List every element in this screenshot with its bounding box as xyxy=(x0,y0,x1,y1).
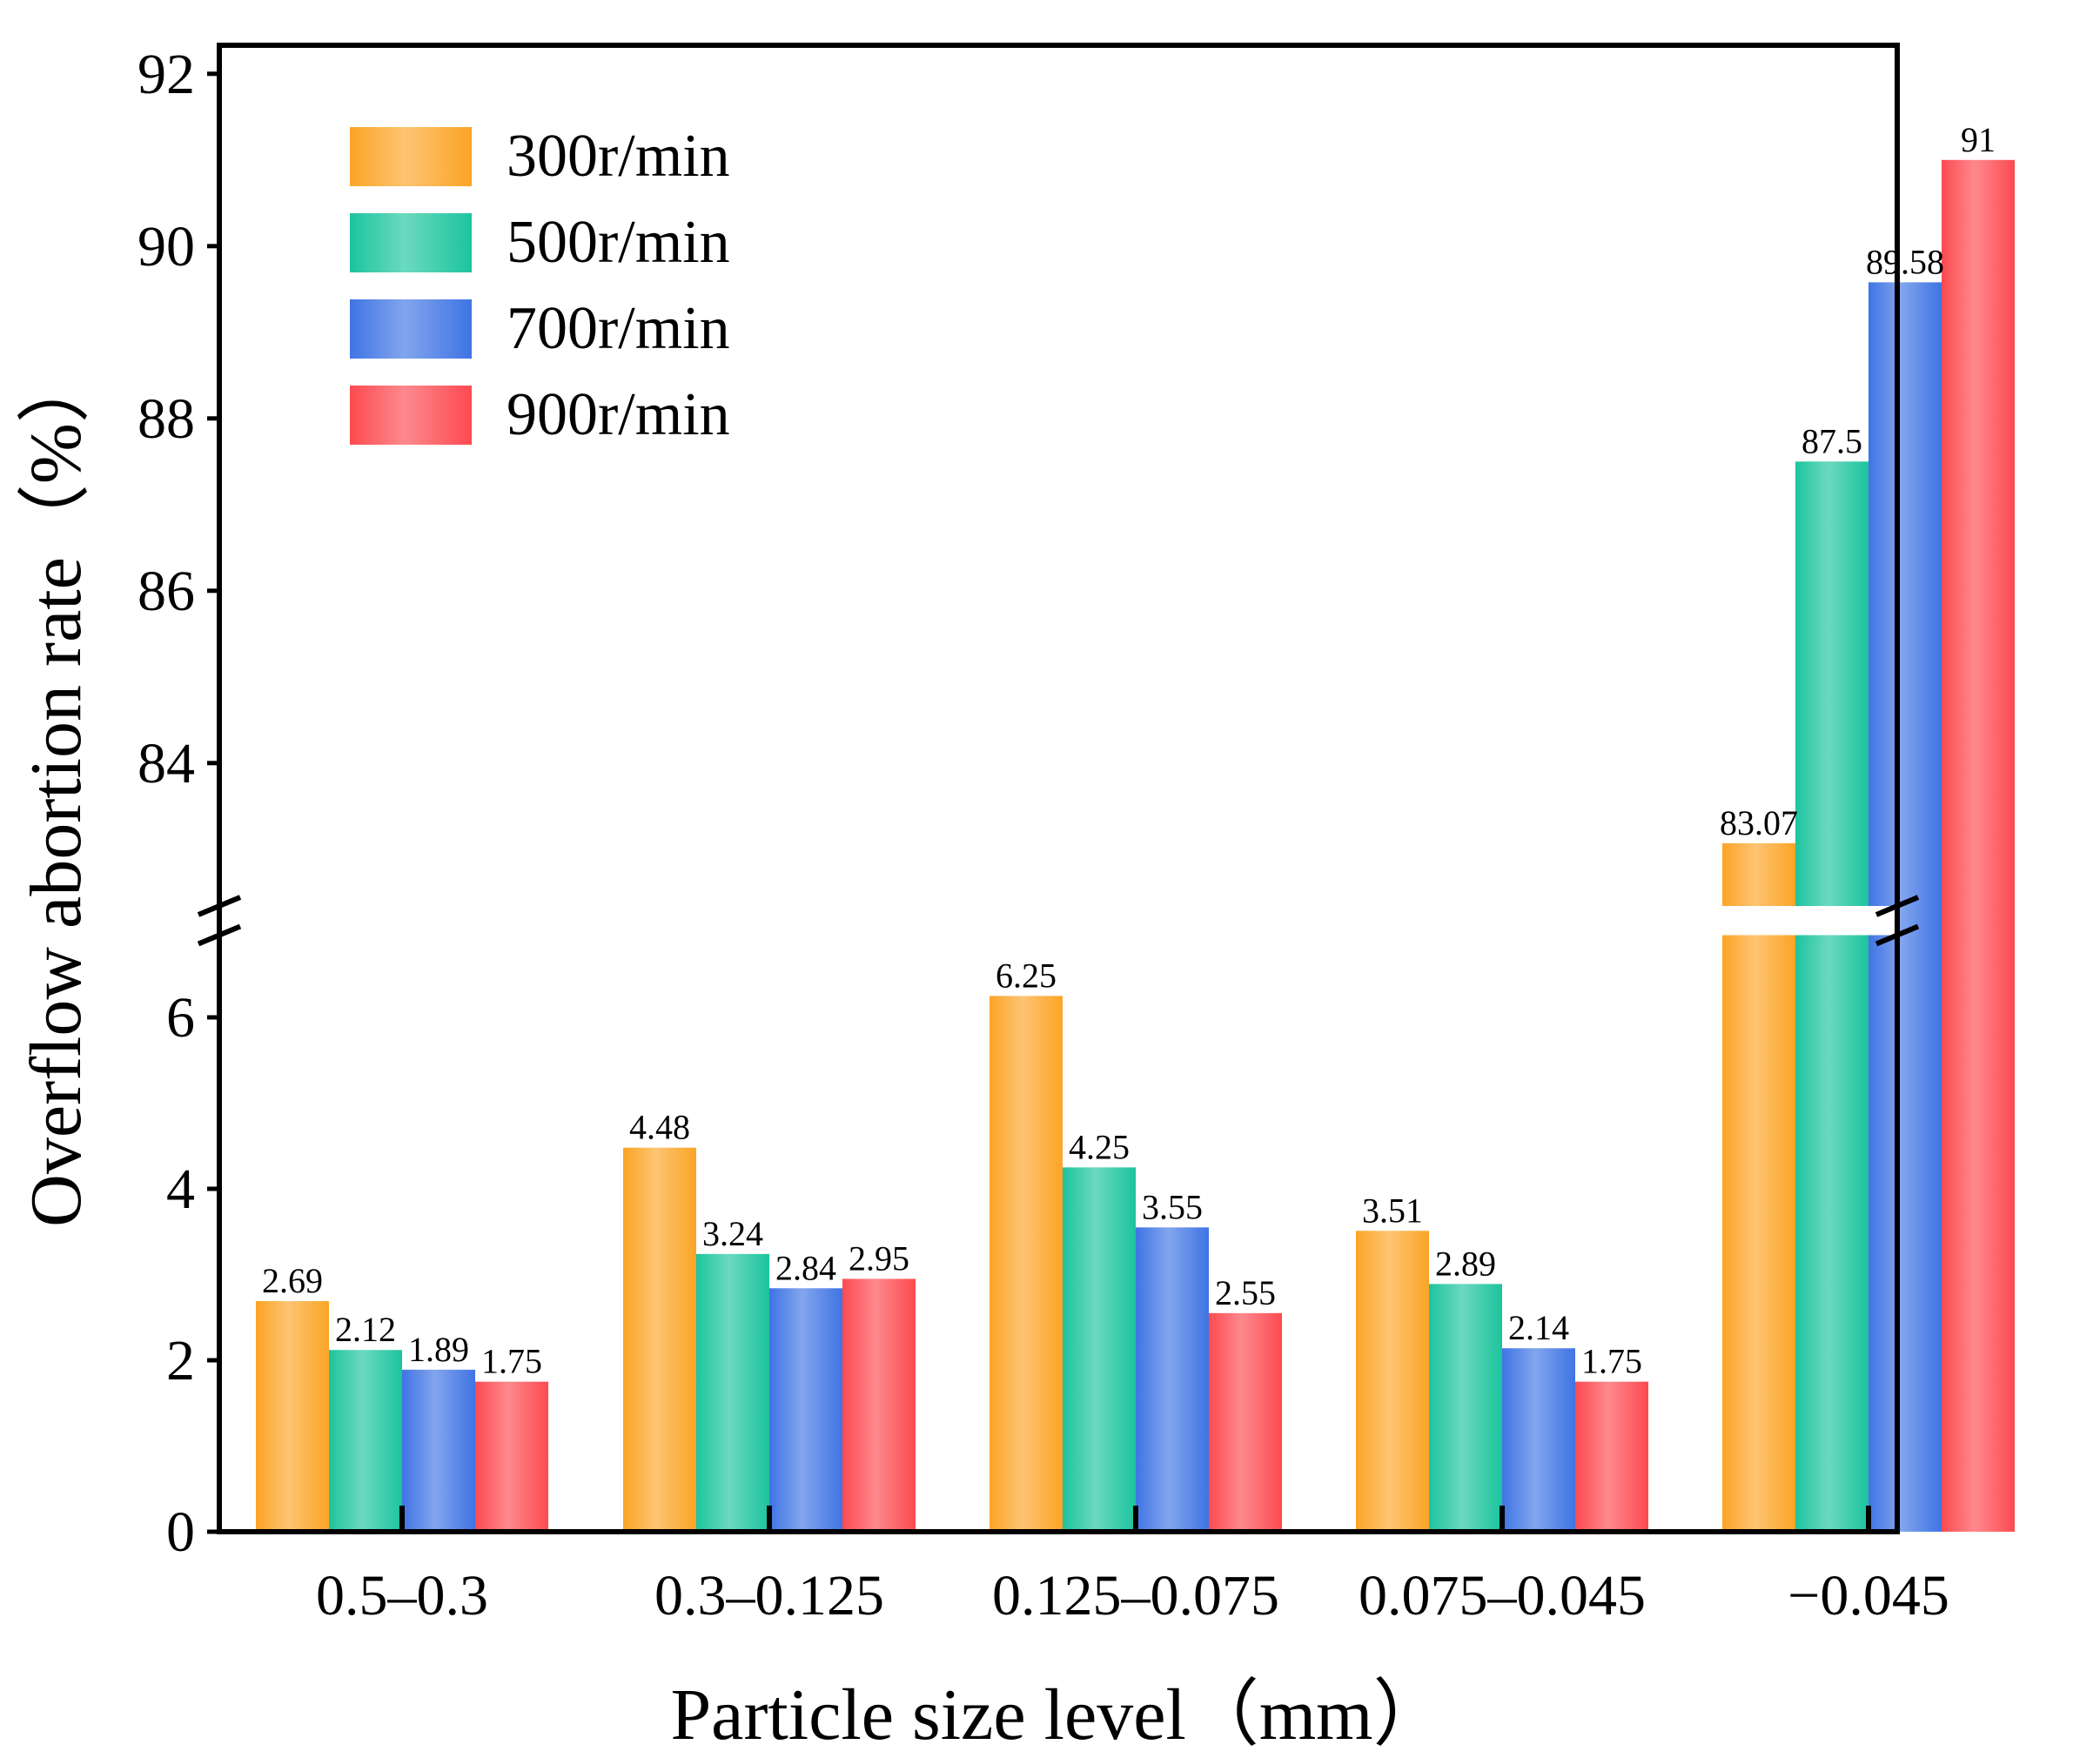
y-tick-label: 92 xyxy=(138,43,195,106)
bar-700r-min-0 xyxy=(402,1369,475,1532)
legend-swatch xyxy=(350,213,472,272)
bar-300r-min-1 xyxy=(623,1147,696,1532)
y-tick-label: 4 xyxy=(166,1157,195,1221)
data-label: 87.5 xyxy=(1801,421,1862,460)
plot-frame xyxy=(217,43,1900,1534)
bar-700r-min-1 xyxy=(769,1288,842,1532)
y-axis-title: Overflow abortion rate（%） xyxy=(16,350,97,1227)
legend: 300r/min 500r/min 700r/min 900r/min xyxy=(350,123,730,448)
bar-700r-min-3 xyxy=(1502,1348,1575,1532)
y-tick-label: 88 xyxy=(138,387,195,451)
data-label: 83.07 xyxy=(1720,803,1798,842)
legend-swatch xyxy=(350,127,472,186)
y-tick-label: 90 xyxy=(138,215,195,278)
data-labels: 2.69 2.12 1.89 1.75 4.48 3.24 2.84 2.95 6.25 4.25… xyxy=(262,120,1996,1381)
x-tick-label: −0.045 xyxy=(1788,1564,1949,1627)
y-tick-label: 84 xyxy=(138,732,195,795)
legend-swatch xyxy=(350,386,472,445)
bar-300r-min-3 xyxy=(1356,1231,1429,1532)
data-label: 2.89 xyxy=(1435,1244,1496,1283)
data-label: 4.25 xyxy=(1069,1127,1130,1166)
axis-ticks: 0 2 4 6 84 86 88 90 92 0.5–0.3 0.3–0.125 0.125–0.07… xyxy=(138,43,1949,1627)
data-label: 1.75 xyxy=(1581,1342,1642,1381)
bar-900r-min-2 xyxy=(1209,1312,1282,1532)
data-label: 3.51 xyxy=(1362,1191,1423,1230)
x-tick-label: 0.125–0.075 xyxy=(992,1564,1279,1627)
x-axis-title: Particle size level（mm） xyxy=(670,1674,1446,1755)
bar-500r-min-3 xyxy=(1429,1284,1502,1532)
bar-900r-min-1 xyxy=(842,1278,916,1532)
legend-label: 300r/min xyxy=(507,123,730,190)
break-gap xyxy=(222,906,1895,936)
bar-500r-min-4 xyxy=(1795,461,1869,1532)
data-label: 2.14 xyxy=(1508,1308,1569,1347)
data-label: 2.69 xyxy=(262,1261,323,1300)
bar-900r-min-0 xyxy=(475,1381,548,1532)
data-label: 89.58 xyxy=(1866,242,1944,281)
y-tick-label: 6 xyxy=(166,986,195,1050)
bar-500r-min-0 xyxy=(329,1350,402,1532)
legend-label: 700r/min xyxy=(507,295,730,362)
data-label: 3.55 xyxy=(1142,1187,1203,1226)
x-tick-label: 0.3–0.125 xyxy=(654,1564,884,1627)
legend-label: 900r/min xyxy=(507,381,730,448)
data-label: 91 xyxy=(1961,120,1996,159)
bar-300r-min-2 xyxy=(990,996,1063,1532)
bar-700r-min-2 xyxy=(1136,1227,1209,1532)
bar-300r-min-0 xyxy=(256,1301,329,1532)
bar-500r-min-2 xyxy=(1063,1167,1136,1532)
data-label: 6.25 xyxy=(996,956,1057,995)
y-tick-label: 86 xyxy=(138,560,195,623)
data-label: 2.55 xyxy=(1215,1273,1276,1312)
y-tick-label: 0 xyxy=(166,1500,195,1564)
data-label: 1.89 xyxy=(408,1330,469,1369)
y-tick-label: 2 xyxy=(166,1329,195,1392)
data-label: 2.95 xyxy=(849,1238,909,1278)
bar-900r-min-4 xyxy=(1942,159,2015,1532)
legend-swatch xyxy=(350,299,472,359)
data-label: 1.75 xyxy=(481,1342,542,1381)
bar-900r-min-3 xyxy=(1575,1381,1648,1532)
data-label: 2.12 xyxy=(335,1310,396,1349)
data-label: 3.24 xyxy=(702,1214,763,1253)
bar-500r-min-1 xyxy=(696,1253,769,1532)
data-label: 4.48 xyxy=(629,1108,690,1147)
bars-layer xyxy=(256,159,2015,1532)
x-tick-label: 0.5–0.3 xyxy=(316,1564,488,1627)
data-label: 2.84 xyxy=(775,1248,836,1287)
legend-label: 500r/min xyxy=(507,209,730,276)
axis-break xyxy=(197,895,1920,947)
x-tick-label: 0.075–0.045 xyxy=(1359,1564,1646,1627)
bar-300r-min-4 xyxy=(1722,842,1795,1532)
